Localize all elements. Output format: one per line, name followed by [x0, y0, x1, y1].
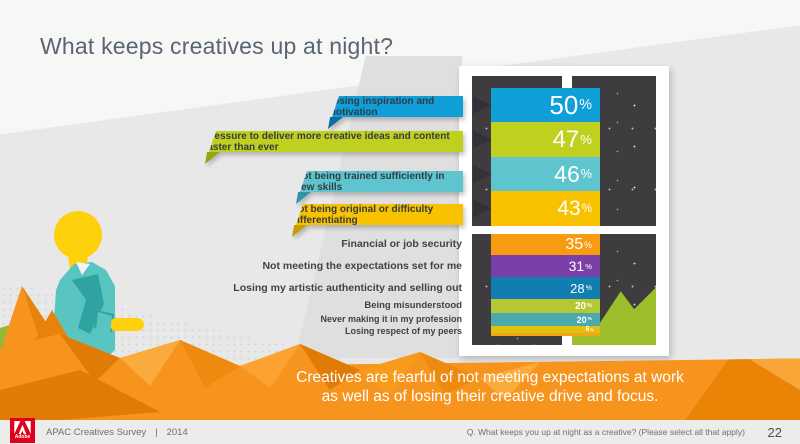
footer-question: Q. What keeps you up at night as a creat… — [466, 427, 745, 437]
bar-value: 31% — [491, 255, 600, 277]
bar-value: 46% — [491, 157, 600, 191]
ribbon-label-3: Not being trained sufficiently in new sk… — [295, 170, 463, 204]
category-label: Never making it in my profession — [320, 314, 462, 324]
bar-base-strip — [491, 333, 600, 336]
bar-value: 35% — [491, 234, 600, 255]
ribbon-label-2: Pressure to deliver more creative ideas … — [204, 130, 463, 164]
category-label: Losing respect of my peers — [344, 326, 462, 336]
category-label: Not being trained sufficiently in new sk… — [295, 170, 445, 193]
takeaway-text: Creatives are fearful of not meeting exp… — [230, 368, 750, 406]
separator: | — [155, 426, 158, 438]
bar-value: 6% — [491, 326, 600, 333]
category-label: Not being original or difficulty differe… — [291, 203, 434, 226]
page-title: What keeps creatives up at night? — [40, 33, 394, 59]
category-label: Losing inspiration and motivation — [327, 95, 435, 118]
category-label: Pressure to deliver more creative ideas … — [204, 130, 450, 153]
ribbon-fold-icon — [296, 192, 311, 204]
lowpoly-terrain-illustration — [0, 286, 560, 425]
category-label: Being misunderstood — [364, 300, 462, 311]
adobe-logo: Adobe — [10, 418, 35, 443]
ribbon-label-1: Losing inspiration and motivation — [327, 95, 463, 129]
adobe-a-mark-icon — [14, 421, 31, 434]
survey-name: APAC Creatives Survey — [46, 426, 147, 438]
ribbon-fold-icon — [292, 225, 307, 237]
category-label: Financial or job security — [341, 238, 462, 250]
bar-value: 20% — [491, 313, 600, 326]
takeaway-line-2: as well as of losing their creative driv… — [321, 388, 659, 405]
category-label: Losing my artistic authenticity and sell… — [233, 282, 462, 294]
bar-value: 43% — [491, 191, 600, 226]
category-label: Not meeting the expectations set for me — [262, 260, 462, 272]
bar-value: 50% — [491, 88, 600, 122]
adobe-brand-name: Adobe — [14, 434, 31, 440]
ribbon-fold-icon — [205, 152, 220, 164]
ribbon-fold-icon — [328, 117, 343, 129]
bar-value: 47% — [491, 122, 600, 157]
footer-survey-info: APAC Creatives Survey | 2014 — [46, 420, 188, 444]
bar-value: 28% — [491, 277, 600, 299]
page-number: 22 — [767, 424, 782, 440]
survey-year: 2014 — [166, 426, 188, 438]
bar-value: 20% — [491, 299, 600, 313]
footer-bar: Adobe APAC Creatives Survey | 2014 Q. Wh… — [0, 418, 800, 444]
ribbon-label-4: Not being original or difficulty differe… — [291, 203, 463, 237]
takeaway-line-1: Creatives are fearful of not meeting exp… — [296, 369, 684, 386]
